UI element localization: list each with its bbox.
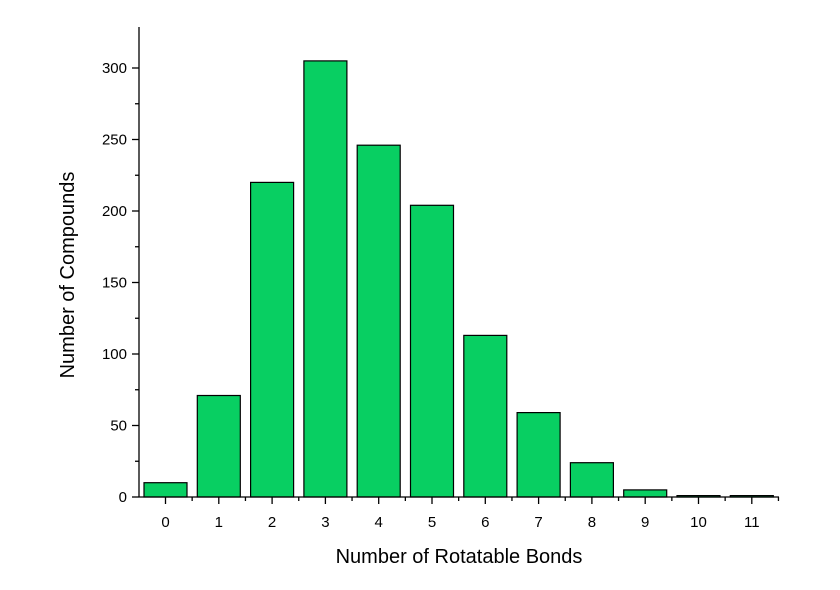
bar-2 bbox=[250, 181, 295, 498]
bar-0 bbox=[143, 482, 188, 498]
y-tick-label-300: 300 bbox=[102, 60, 127, 77]
y-tick-label-50: 50 bbox=[110, 418, 127, 435]
bars-group bbox=[143, 60, 774, 498]
x-tick-label-7: 7 bbox=[534, 514, 542, 531]
x-tick-label-2: 2 bbox=[268, 514, 276, 531]
bar-9 bbox=[623, 489, 668, 498]
x-tick-label-3: 3 bbox=[321, 514, 329, 531]
y-axis: 0 50 100 150 200 250 300 bbox=[102, 27, 140, 506]
bar-1 bbox=[196, 394, 241, 498]
x-axis: 0 1 2 3 4 5 6 7 8 9 10 11 bbox=[139, 496, 780, 531]
x-tick-label-4: 4 bbox=[375, 514, 383, 531]
bar-4 bbox=[356, 144, 401, 498]
bar-7 bbox=[516, 412, 561, 498]
y-tick-label-150: 150 bbox=[102, 275, 127, 292]
x-tick-label-10: 10 bbox=[690, 514, 707, 531]
y-tick-label-0: 0 bbox=[119, 489, 127, 506]
x-tick-label-0: 0 bbox=[161, 514, 169, 531]
y-axis-title: Number of Compounds bbox=[57, 172, 79, 379]
x-tick-label-6: 6 bbox=[481, 514, 489, 531]
x-tick-label-1: 1 bbox=[215, 514, 223, 531]
y-tick-label-200: 200 bbox=[102, 203, 127, 220]
bar-3 bbox=[303, 60, 348, 498]
y-tick-label-250: 250 bbox=[102, 132, 127, 149]
x-tick-label-8: 8 bbox=[588, 514, 596, 531]
bar-5 bbox=[409, 204, 455, 498]
x-tick-label-9: 9 bbox=[641, 514, 649, 531]
y-tick-label-100: 100 bbox=[102, 346, 127, 363]
x-axis-title: Number of Rotatable Bonds bbox=[336, 546, 583, 568]
x-tick-label-5: 5 bbox=[428, 514, 436, 531]
x-tick-label-11: 11 bbox=[744, 514, 760, 531]
bar-8 bbox=[569, 462, 615, 498]
bar-6 bbox=[463, 334, 508, 498]
